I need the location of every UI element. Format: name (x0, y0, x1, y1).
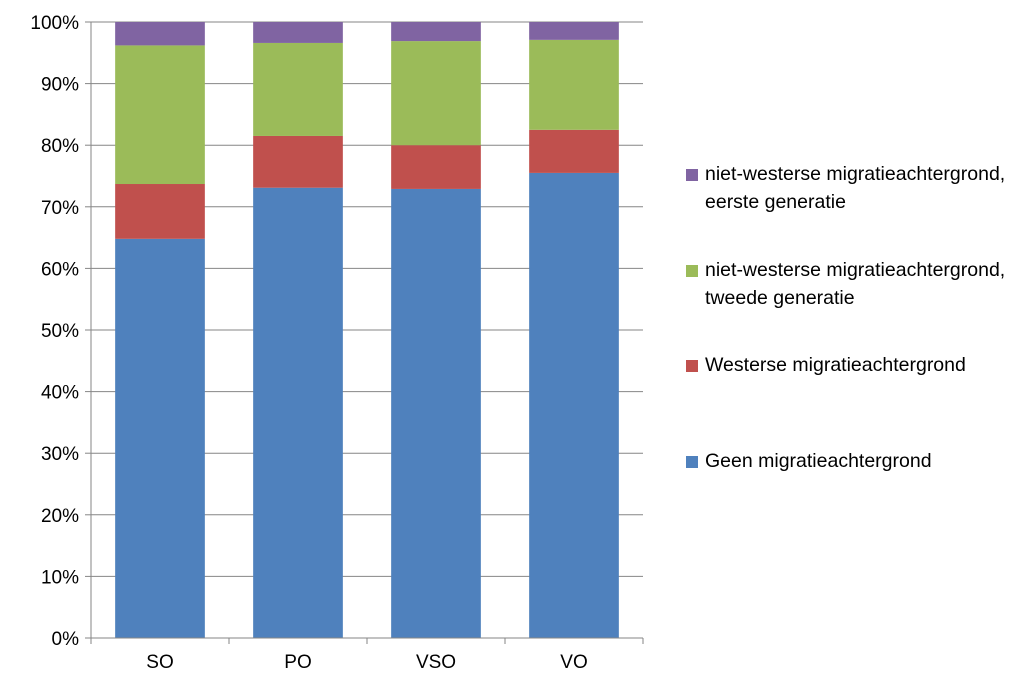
axes (85, 21, 644, 644)
y-tick-label: 90% (41, 75, 79, 96)
y-tick-label: 50% (41, 321, 79, 342)
bars (115, 22, 619, 639)
legend-item-geen: Geen migratieachtergrond (686, 447, 932, 475)
bar-segment (529, 39, 619, 130)
y-tick-label: 100% (30, 13, 79, 34)
legend-item-westerse: Westerse migratieachtergrond (686, 351, 966, 379)
bar-segment (253, 22, 343, 43)
bar-segment (115, 22, 205, 46)
x-tick-labels: SO PO VSO VO (146, 652, 587, 673)
bar-segment (529, 22, 619, 40)
legend-label: niet-westerse migratieachtergrond, tweed… (705, 259, 1006, 309)
legend-label: niet-westerse migratieachtergrond, eerst… (705, 163, 1006, 213)
legend-item-niet-westerse-eerste-generatie: niet-westerse migratieachtergrond, eerst… (686, 160, 1011, 216)
legend-label: Westerse migratieachtergrond (705, 354, 966, 376)
bar-segment (391, 188, 481, 638)
bar-segment (391, 22, 481, 42)
bar-segment (253, 187, 343, 639)
legend-swatch (686, 360, 698, 372)
x-tick-label: VO (560, 652, 587, 673)
x-tick-label: VSO (416, 652, 456, 673)
bar-segment (115, 45, 205, 185)
bar-segment (529, 172, 619, 639)
bar-segment (115, 238, 205, 638)
legend-swatch (686, 265, 698, 277)
x-tick-label: PO (284, 652, 311, 673)
y-tick-label: 80% (41, 136, 79, 157)
bar-segment (391, 41, 481, 146)
y-tick-label: 70% (41, 198, 79, 219)
legend-swatch (686, 456, 698, 468)
bar-segment (253, 135, 343, 188)
y-tick-label: 60% (41, 259, 79, 280)
legend-item-niet-westerse-tweede-generatie: niet-westerse migratieachtergrond, tweed… (686, 256, 1011, 312)
y-tick-label: 30% (41, 444, 79, 465)
legend-swatch (686, 169, 698, 181)
bar-segment (253, 42, 343, 136)
legend-label: Geen migratieachtergrond (705, 450, 932, 472)
y-tick-label: 10% (41, 567, 79, 588)
bar-segment (391, 145, 481, 189)
bar-segment (529, 129, 619, 173)
y-tick-label: 0% (52, 629, 80, 650)
y-tick-labels: 0% 10% 20% 30% 40% 50% 60% 70% 80% 90% 100% (30, 13, 79, 650)
y-tick-label: 20% (41, 506, 79, 527)
x-tick-label: SO (146, 652, 173, 673)
y-tick-label: 40% (41, 383, 79, 404)
bar-segment (115, 184, 205, 239)
